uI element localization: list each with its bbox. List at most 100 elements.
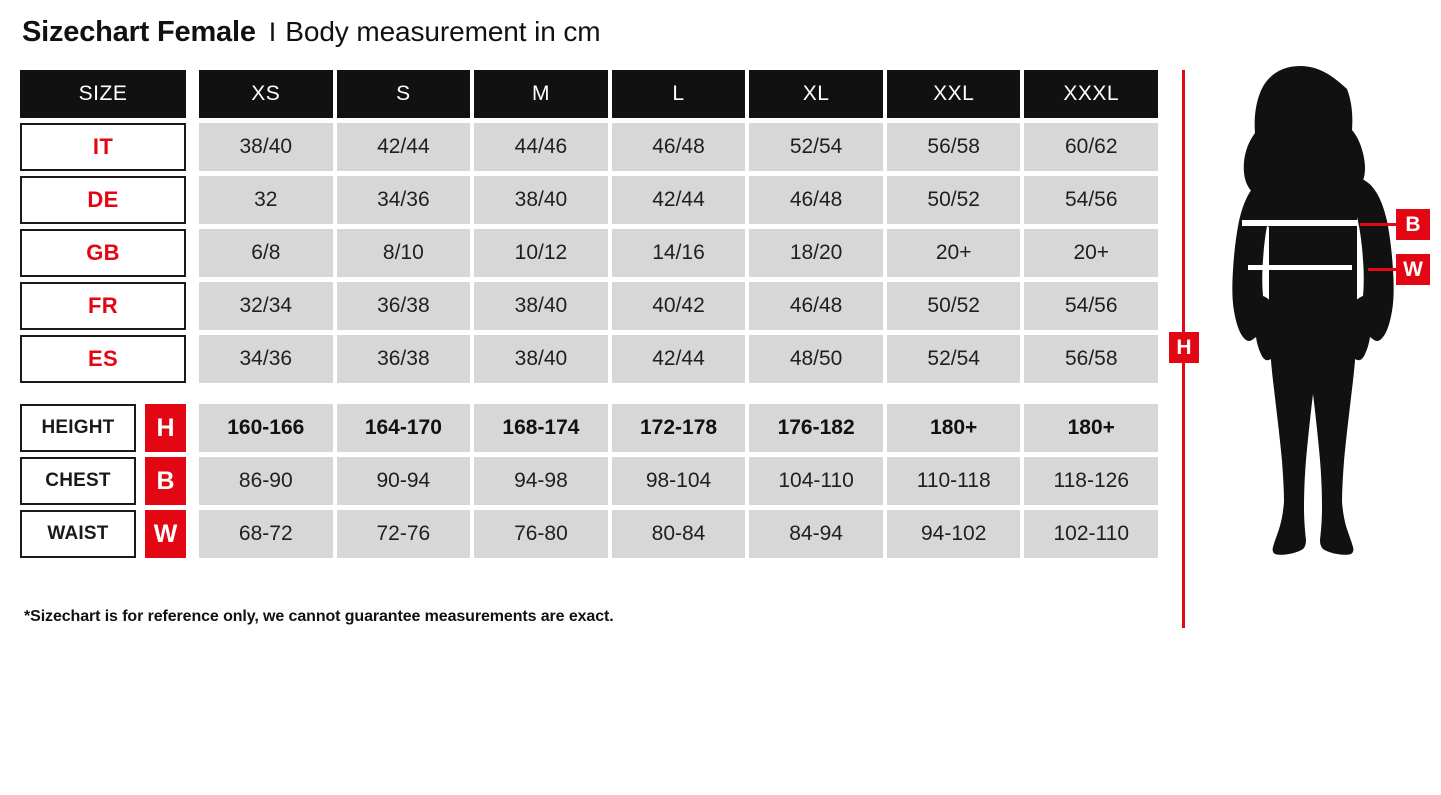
cell-it-l: 46/48	[611, 123, 746, 171]
cell-it-xs: 38/40	[199, 123, 333, 171]
badge-waist-w: W	[145, 510, 186, 558]
cell-fr-xxxl: 54/56	[1024, 282, 1159, 330]
cell-es-xxxl: 56/58	[1024, 335, 1159, 383]
cell-de-xxxl: 54/56	[1024, 176, 1159, 224]
cell-gb-xl: 18/20	[749, 229, 883, 277]
cell-es-l: 42/44	[611, 335, 746, 383]
female-silhouette-icon	[1232, 66, 1394, 555]
row-label-fr: FR	[20, 282, 186, 330]
cell-de-xl: 46/48	[749, 176, 883, 224]
cell-fr-xl: 46/48	[749, 282, 883, 330]
cell-gb-l: 14/16	[611, 229, 746, 277]
cell-es-xxl: 52/54	[886, 335, 1021, 383]
cell-es-s: 36/38	[336, 335, 471, 383]
disclaimer-text: *Sizechart is for reference only, we can…	[24, 608, 614, 625]
cell-es-xl: 48/50	[749, 335, 883, 383]
cell-de-s: 34/36	[336, 176, 471, 224]
table-row: IT 38/40 42/44 44/46 46/48 52/54 56/58 6…	[20, 123, 1159, 171]
badge-chest-b: B	[145, 457, 186, 505]
cell-waist-s: 72-76	[336, 510, 471, 558]
row-label-es: ES	[20, 335, 186, 383]
title-separator: I	[268, 17, 277, 47]
row-label-height-wrap: HEIGHT H	[20, 404, 186, 452]
cell-height-xxl: 180+	[886, 404, 1021, 452]
page-title-bold: Sizechart Female	[22, 16, 256, 48]
cell-waist-l: 80-84	[611, 510, 746, 558]
cell-fr-xs: 32/34	[199, 282, 333, 330]
table-header-row: SIZE XS S M L XL XXL XXXL	[20, 70, 1159, 118]
cell-it-m: 44/46	[474, 123, 608, 171]
header-cell-xl: XL	[749, 70, 883, 118]
header-cell-m: M	[474, 70, 608, 118]
cell-fr-s: 36/38	[336, 282, 471, 330]
row-label-chest: CHEST	[20, 457, 136, 505]
page-title-subtitle: Body measurement in cm	[285, 16, 601, 47]
table-row: ES 34/36 36/38 38/40 42/44 48/50 52/54 5…	[20, 335, 1159, 383]
table-row: HEIGHT H 160-166 164-170 168-174 172-178…	[20, 404, 1159, 452]
cell-height-xs: 160-166	[199, 404, 333, 452]
header-cell-l: L	[611, 70, 746, 118]
cell-it-xl: 52/54	[749, 123, 883, 171]
row-label-de: DE	[20, 176, 186, 224]
cell-chest-m: 94-98	[474, 457, 608, 505]
cell-es-m: 38/40	[474, 335, 608, 383]
cell-chest-xxl: 110-118	[886, 457, 1021, 505]
row-label-chest-wrap: CHEST B	[20, 457, 186, 505]
waist-marker-badge: W	[1396, 254, 1430, 285]
cell-waist-xxxl: 102-110	[1024, 510, 1159, 558]
cell-de-xxl: 50/52	[886, 176, 1021, 224]
cell-it-xxxl: 60/62	[1024, 123, 1159, 171]
row-label-it: IT	[20, 123, 186, 171]
cell-height-xl: 176-182	[749, 404, 883, 452]
header-cell-s: S	[336, 70, 471, 118]
row-label-height: HEIGHT	[20, 404, 136, 452]
cell-height-s: 164-170	[336, 404, 471, 452]
cell-gb-xxxl: 20+	[1024, 229, 1159, 277]
header-cell-xs: XS	[199, 70, 333, 118]
table-row: CHEST B 86-90 90-94 94-98 98-104 104-110…	[20, 457, 1159, 505]
cell-height-xxxl: 180+	[1024, 404, 1159, 452]
badge-height-h: H	[145, 404, 186, 452]
cell-chest-xxxl: 118-126	[1024, 457, 1159, 505]
cell-de-l: 42/44	[611, 176, 746, 224]
cell-waist-xl: 84-94	[749, 510, 883, 558]
cell-chest-s: 90-94	[336, 457, 471, 505]
cell-height-m: 168-174	[474, 404, 608, 452]
cell-gb-xs: 6/8	[199, 229, 333, 277]
cell-gb-m: 10/12	[474, 229, 608, 277]
cell-chest-xs: 86-90	[199, 457, 333, 505]
table-row: GB 6/8 8/10 10/12 14/16 18/20 20+ 20+	[20, 229, 1159, 277]
table-row: DE 32 34/36 38/40 42/44 46/48 50/52 54/5…	[20, 176, 1159, 224]
waist-callout-line	[1368, 268, 1398, 271]
cell-gb-s: 8/10	[336, 229, 471, 277]
page-title: Sizechart Female I Body measurement in cm	[22, 18, 601, 47]
row-label-waist-wrap: WAIST W	[20, 510, 186, 558]
cell-waist-xxl: 94-102	[886, 510, 1021, 558]
cell-de-xs: 32	[199, 176, 333, 224]
cell-waist-xs: 68-72	[199, 510, 333, 558]
cell-it-xxl: 56/58	[886, 123, 1021, 171]
body-figure-diagram: H B W	[1160, 60, 1441, 650]
cell-fr-xxl: 50/52	[886, 282, 1021, 330]
cell-height-l: 172-178	[611, 404, 746, 452]
header-cell-xxxl: XXXL	[1024, 70, 1159, 118]
chest-callout-line	[1360, 223, 1398, 226]
cell-chest-l: 98-104	[611, 457, 746, 505]
cell-fr-l: 40/42	[611, 282, 746, 330]
size-chart-table: SIZE XS S M L XL XXL XXXL IT 38/40 42/44…	[20, 70, 1159, 563]
cell-chest-xl: 104-110	[749, 457, 883, 505]
cell-it-s: 42/44	[336, 123, 471, 171]
table-row: FR 32/34 36/38 38/40 40/42 46/48 50/52 5…	[20, 282, 1159, 330]
header-cell-size: SIZE	[20, 70, 186, 118]
height-marker-badge: H	[1169, 332, 1199, 363]
cell-es-xs: 34/36	[199, 335, 333, 383]
cell-fr-m: 38/40	[474, 282, 608, 330]
cell-waist-m: 76-80	[474, 510, 608, 558]
cell-gb-xxl: 20+	[886, 229, 1021, 277]
row-label-gb: GB	[20, 229, 186, 277]
header-cell-xxl: XXL	[886, 70, 1021, 118]
table-row: WAIST W 68-72 72-76 76-80 80-84 84-94 94…	[20, 510, 1159, 558]
cell-de-m: 38/40	[474, 176, 608, 224]
chest-marker-badge: B	[1396, 209, 1430, 240]
row-label-waist: WAIST	[20, 510, 136, 558]
